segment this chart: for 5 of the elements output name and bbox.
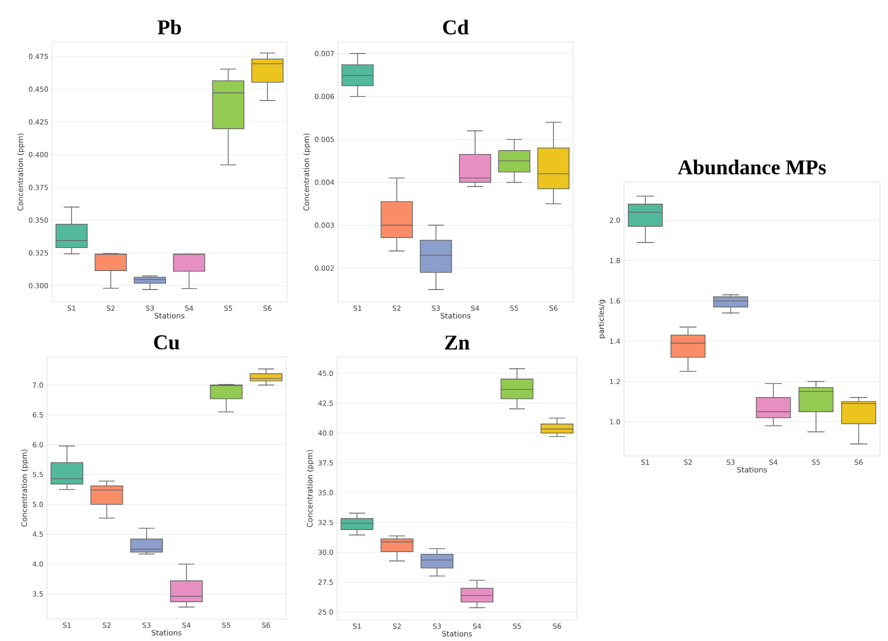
- chart-title: Cd: [443, 20, 469, 34]
- chart-title: Cu: [154, 335, 180, 350]
- chart-title: Zn: [445, 336, 470, 350]
- chart-title: Abundance MPs: [678, 160, 826, 174]
- chart-title: Pb: [158, 20, 181, 34]
